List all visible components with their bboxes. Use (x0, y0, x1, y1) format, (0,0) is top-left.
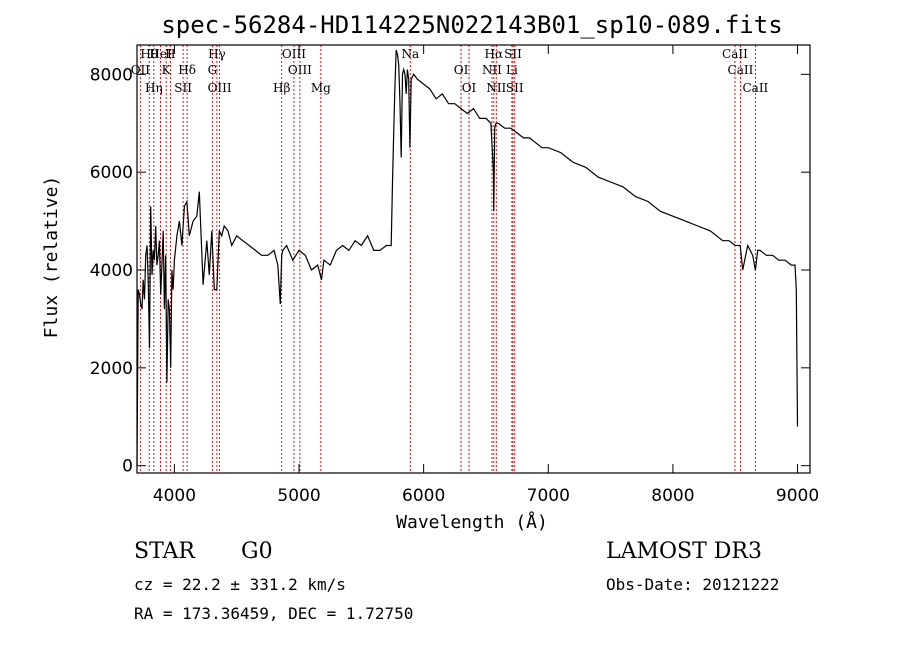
spectral-line-label: SII (506, 81, 524, 95)
y-axis-ticks: 0 2000 4000 6000 8000 (90, 65, 810, 477)
x-tick-label: 7000 (527, 486, 570, 506)
spectral-line-label: Hδ (178, 63, 196, 77)
spectral-line-label: Hγ (208, 47, 226, 61)
x-tick-label: 6000 (402, 486, 445, 506)
spectral-line-label: SII (174, 81, 192, 95)
chart-title: spec-56284-HD114225N022143B01_sp10-089.f… (161, 11, 782, 39)
spectral-line-label: K (162, 63, 172, 77)
x-tick-label: 9000 (776, 486, 819, 506)
spectral-line-label: SII (504, 47, 522, 61)
spectral-line-label: H (165, 47, 175, 61)
spectral-line-label: OIII (288, 63, 312, 77)
spectral-line-label: CaII (722, 47, 748, 61)
spectral-line-label: OIII (282, 47, 306, 61)
spectral-line-label: OI (454, 63, 469, 77)
spectral-line-label: CaII (728, 63, 754, 77)
spectral-line-markers (139, 45, 756, 473)
y-tick-label: 8000 (90, 65, 133, 85)
spectral-line-label: CaII (742, 81, 768, 95)
x-axis-ticks: 4000 5000 6000 7000 8000 9000 (153, 45, 819, 506)
spectral-line-label: Li (506, 63, 518, 77)
x-tick-label: 5000 (277, 486, 320, 506)
y-axis-label: Flux (relative) (41, 176, 62, 339)
spectral-line-label: G (208, 63, 218, 77)
spectral-line-labels: HθOIIHηHeIKSIIHHδOIIIHγGHβOIIIOIIIMgNaOI… (131, 47, 769, 95)
subclass-label: G0 (241, 539, 273, 564)
y-tick-label: 6000 (90, 163, 133, 183)
y-tick-label: 4000 (90, 261, 133, 281)
ra-dec: RA = 173.36459, DEC = 1.72750 (134, 604, 414, 623)
spectral-line-label: Na (401, 47, 419, 61)
y-tick-label: 2000 (90, 359, 133, 379)
spectral-line-label: HeI (149, 47, 172, 61)
cz-value: cz = 22.2 ± 331.2 km/s (134, 575, 346, 594)
x-tick-label: 4000 (153, 486, 196, 506)
y-tick-label: 0 (122, 457, 133, 477)
spectral-line-label: OII (131, 63, 151, 77)
class-label: STAR (134, 539, 195, 564)
spectral-line-label: NII (486, 81, 506, 95)
spectrum-line (136, 49, 799, 466)
obs-date: Obs-Date: 20121222 (606, 575, 780, 594)
spectral-line-label: OIII (208, 81, 232, 95)
spectral-line-label: OI (462, 81, 477, 95)
spectral-line-label: NII (482, 63, 502, 77)
x-tick-label: 8000 (651, 486, 694, 506)
x-axis-label: Wavelength (Å) (396, 511, 548, 533)
plot-frame (136, 44, 811, 474)
spectral-line-label: Hη (145, 81, 163, 95)
spectral-line-label: Mg (311, 81, 331, 95)
spectral-line-label: Hθ (140, 47, 158, 61)
survey-label: LAMOST DR3 (606, 539, 762, 564)
spectral-line-label: Hα (485, 47, 504, 61)
spectral-line-label: Hβ (273, 81, 290, 95)
